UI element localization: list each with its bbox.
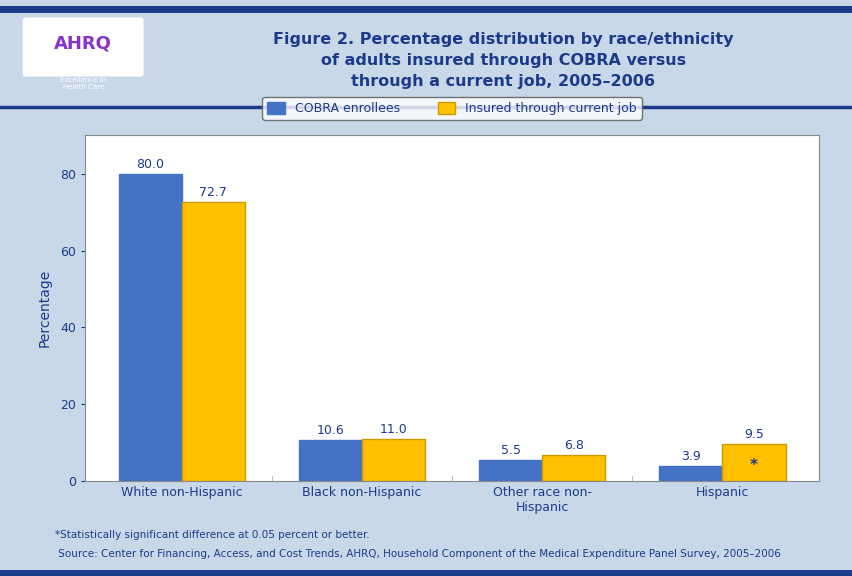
Bar [479, 460, 542, 481]
Y-axis label: Percentage: Percentage [37, 269, 52, 347]
Text: 9.5: 9.5 [743, 429, 763, 441]
Text: 72.7: 72.7 [199, 185, 227, 199]
Bar [722, 445, 785, 481]
Text: AHRQ: AHRQ [55, 34, 112, 52]
Text: 80.0: 80.0 [136, 158, 164, 170]
Text: *: * [749, 458, 757, 473]
Bar [361, 439, 424, 481]
Legend: COBRA enrollees, Insured through current job: COBRA enrollees, Insured through current… [262, 97, 641, 120]
FancyBboxPatch shape [24, 18, 143, 76]
Bar [542, 455, 605, 481]
Bar [298, 440, 361, 481]
Text: Source: Center for Financing, Access, and Cost Trends, AHRQ, Household Component: Source: Center for Financing, Access, an… [55, 549, 780, 559]
Text: 3.9: 3.9 [680, 450, 700, 463]
Bar [118, 174, 181, 481]
Bar [181, 202, 245, 481]
Text: 11.0: 11.0 [379, 423, 407, 435]
Bar [659, 466, 722, 481]
Text: 6.8: 6.8 [563, 439, 583, 452]
Text: Advancing
Excellence in
Health Care: Advancing Excellence in Health Care [60, 70, 106, 90]
Text: *Statistically significant difference at 0.05 percent or better.: *Statistically significant difference at… [55, 529, 370, 540]
Text: Figure 2. Percentage distribution by race/ethnicity
of adults insured through CO: Figure 2. Percentage distribution by rac… [273, 32, 733, 89]
Text: 5.5: 5.5 [500, 444, 520, 457]
Text: 10.6: 10.6 [316, 424, 344, 437]
